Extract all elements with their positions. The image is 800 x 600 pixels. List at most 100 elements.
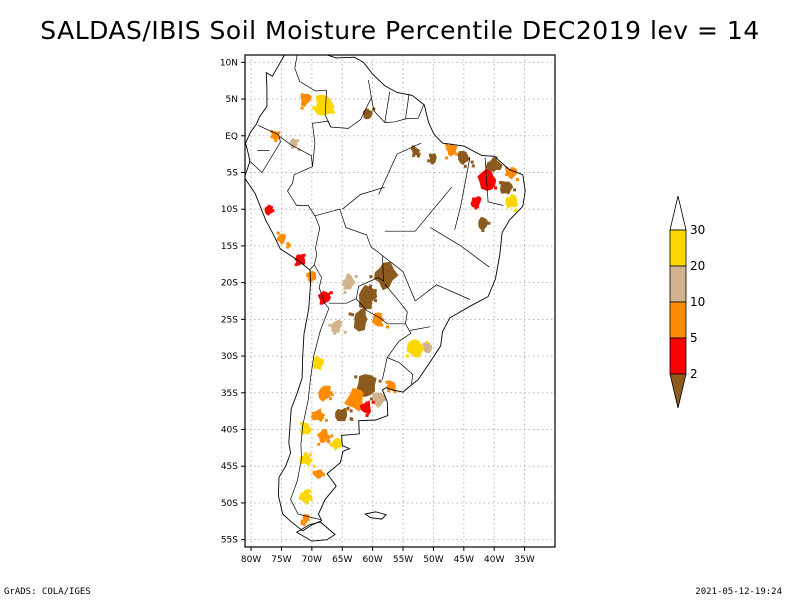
percentile-speckle xyxy=(297,148,301,152)
country-border xyxy=(484,157,504,206)
percentile-speckle xyxy=(312,106,316,110)
percentile-patch-tan xyxy=(331,319,343,333)
latitude-ticks: 10N 5N EQ 5S 10S 15S 20S 25S 30S 35S 40S 45S 50S 55S xyxy=(220,58,245,546)
percentile-speckle xyxy=(331,324,335,328)
percentile-speckle xyxy=(277,131,281,135)
percentile-speckle xyxy=(329,391,333,395)
x-tick-label: 40W xyxy=(484,555,504,565)
percentile-speckle xyxy=(445,143,449,147)
country-border xyxy=(249,136,281,174)
percentile-speckle xyxy=(367,409,371,413)
percentile-speckle xyxy=(505,173,509,177)
percentile-speckle xyxy=(265,210,269,214)
percentile-speckle xyxy=(392,387,396,391)
footer-timestamp: 2021-05-12-19:24 xyxy=(695,587,782,597)
longitude-ticks: 80W 75W 70W 65W 60W 55W 50W 45W 40W 35W xyxy=(241,547,535,565)
percentile-speckle xyxy=(316,111,320,115)
percentile-speckle xyxy=(359,309,363,313)
percentile-speckle xyxy=(506,197,509,201)
percentile-speckle xyxy=(326,440,330,444)
colorbar-top-arrow xyxy=(669,195,687,231)
y-tick-label: 40S xyxy=(221,426,238,436)
map-frame xyxy=(244,54,556,548)
percentile-speckle xyxy=(319,301,323,305)
percentile-speckle xyxy=(328,323,332,327)
percentile-speckle xyxy=(487,221,491,225)
y-tick-label: 10N xyxy=(220,58,238,68)
country-border xyxy=(384,186,452,232)
map-background xyxy=(245,55,555,547)
percentile-speckle xyxy=(304,94,308,98)
percentile-speckle xyxy=(287,243,291,247)
percentile-speckle xyxy=(316,365,320,369)
percentile-speckle xyxy=(346,406,350,410)
colorbar-label: 20 xyxy=(690,259,705,273)
percentile-speckle xyxy=(317,442,321,446)
percentile-speckle xyxy=(470,160,474,164)
tierra-del-fuego-coast xyxy=(295,521,336,542)
percentile-speckle xyxy=(513,188,517,192)
percentile-patch-orange xyxy=(316,428,332,443)
percentile-speckle xyxy=(364,294,368,298)
percentile-patch-orange xyxy=(505,166,518,180)
percentile-speckle xyxy=(350,417,354,421)
x-tick-label: 80W xyxy=(241,555,261,565)
country-border xyxy=(258,125,280,137)
x-tick-label: 50W xyxy=(423,555,443,565)
percentile-speckle xyxy=(370,397,373,401)
percentile-speckle xyxy=(302,253,306,257)
percentile-speckle xyxy=(306,274,310,278)
y-tick-label: 25S xyxy=(221,315,238,325)
percentile-speckle xyxy=(368,293,372,297)
percentile-speckle xyxy=(477,199,481,203)
percentile-speckle xyxy=(385,380,389,384)
footer-credit: GrADS: COLA/IGES xyxy=(4,587,91,597)
percentile-speckle xyxy=(327,292,330,296)
percentile-speckle xyxy=(516,178,519,181)
percentile-speckle xyxy=(463,164,467,168)
percentile-speckle xyxy=(354,275,358,278)
percentile-speckle xyxy=(338,444,342,448)
colorbar-segment xyxy=(669,265,687,303)
percentile-speckle xyxy=(312,470,316,474)
percentile-patch-tan xyxy=(341,272,356,290)
percentile-speckle xyxy=(296,139,300,143)
percentile-speckle xyxy=(348,312,352,316)
percentile-patch-brown xyxy=(374,261,399,291)
colorbar-segment xyxy=(669,337,687,375)
percentile-speckle xyxy=(506,182,510,186)
percentile-speckle xyxy=(309,458,313,462)
country-border xyxy=(312,79,372,167)
percentile-speckle xyxy=(414,347,418,351)
percentile-speckle xyxy=(300,519,304,523)
country-border xyxy=(355,283,408,325)
percentile-patch-yellow xyxy=(314,94,335,116)
percentile-speckle xyxy=(387,389,391,393)
percentile-speckle xyxy=(448,148,451,152)
country-border xyxy=(414,284,471,302)
percentile-speckle xyxy=(455,152,459,156)
percentile-speckle xyxy=(343,286,347,290)
percentile-speckle xyxy=(505,166,509,170)
percentile-speckle xyxy=(329,443,333,446)
coastline xyxy=(245,55,526,532)
percentile-speckle xyxy=(382,276,386,280)
percentile-speckle xyxy=(504,187,508,191)
x-tick-label: 45W xyxy=(454,555,474,565)
percentile-speckle xyxy=(509,199,512,203)
percentile-speckle xyxy=(343,330,347,334)
percentile-speckle xyxy=(481,229,485,232)
percentile-speckle xyxy=(298,496,302,500)
percentile-speckle xyxy=(308,95,312,99)
percentile-speckle xyxy=(305,501,309,505)
percentile-speckle xyxy=(491,177,495,181)
country-border xyxy=(313,264,330,309)
country-border xyxy=(382,255,416,302)
percentile-speckle xyxy=(422,343,426,346)
percentile-speckle xyxy=(300,521,304,525)
percentile-speckle xyxy=(271,209,275,213)
percentile-speckle xyxy=(375,396,379,400)
percentile-speckle xyxy=(386,325,389,329)
percentile-patch-brown xyxy=(335,407,348,422)
